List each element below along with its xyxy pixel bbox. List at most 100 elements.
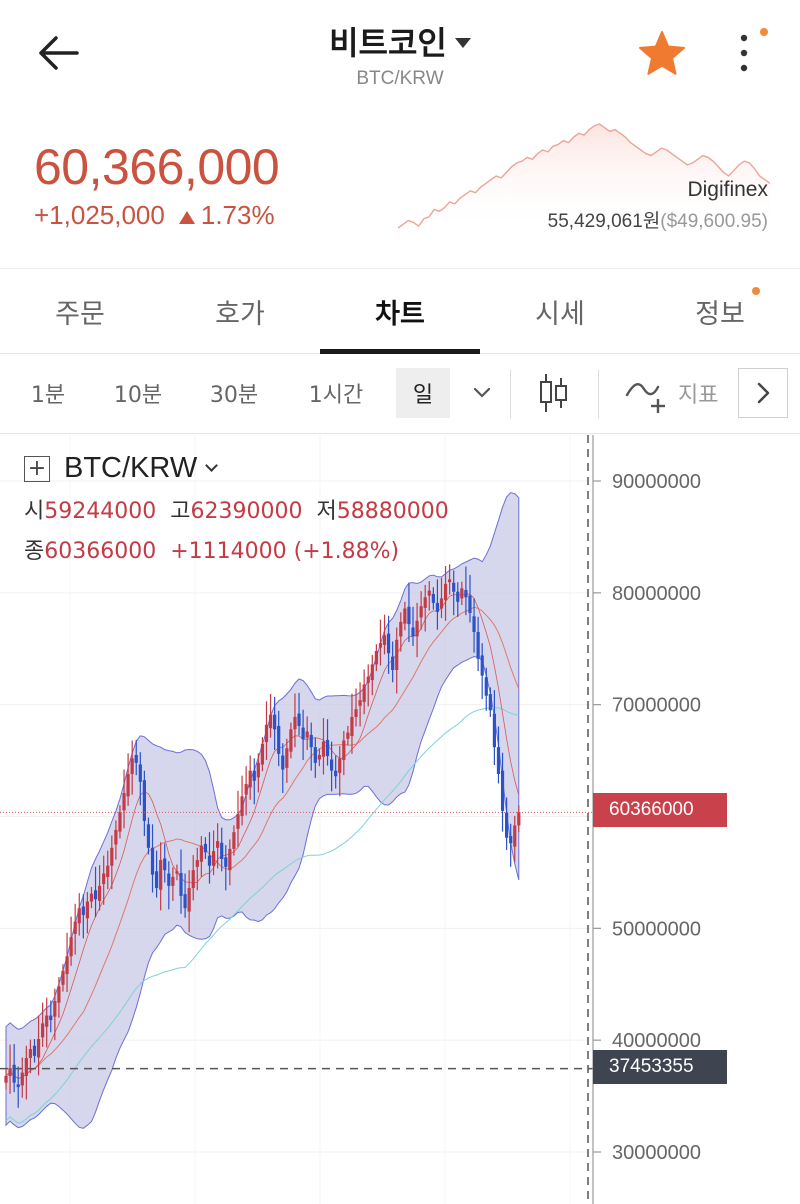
timeframe-day[interactable]: 일 bbox=[396, 368, 450, 418]
candle-body bbox=[102, 873, 106, 885]
y-tick-label: 80000000 bbox=[612, 583, 701, 605]
indicator-label: 지표 bbox=[678, 383, 719, 408]
candle-body bbox=[297, 713, 301, 726]
high-value: 62390000 bbox=[190, 499, 303, 524]
candle-body bbox=[93, 890, 98, 900]
candle-body bbox=[321, 741, 326, 757]
candle-body bbox=[236, 814, 240, 829]
ohlc-row-2: 종60366000 +1114000 (+1.88%) bbox=[24, 533, 449, 565]
candle-body bbox=[342, 740, 346, 761]
candle-body bbox=[106, 865, 110, 877]
chevron-down-icon bbox=[473, 387, 491, 398]
notification-dot bbox=[760, 28, 768, 36]
low-value: 58880000 bbox=[336, 499, 449, 524]
indicator-button[interactable]: 지표 bbox=[624, 368, 736, 418]
candle-body bbox=[513, 825, 517, 847]
candle-body bbox=[167, 873, 171, 886]
candle-body bbox=[509, 836, 513, 844]
candle-body bbox=[207, 855, 212, 866]
tab-label: 차트 bbox=[375, 298, 425, 330]
candle-body bbox=[41, 1023, 45, 1038]
candle-body bbox=[496, 747, 501, 775]
timeframe-dropdown[interactable] bbox=[462, 368, 502, 418]
candle-body bbox=[439, 598, 444, 609]
candle-body bbox=[366, 676, 370, 683]
candle-body bbox=[159, 860, 163, 890]
coin-selector[interactable]: 비트코인 bbox=[329, 18, 471, 64]
candle-body bbox=[277, 725, 281, 754]
candle-body bbox=[211, 851, 216, 866]
candle-body bbox=[85, 901, 89, 919]
timeframe-1min[interactable]: 1분 bbox=[30, 383, 66, 408]
favorite-button[interactable] bbox=[636, 28, 688, 80]
candle-body bbox=[118, 812, 122, 832]
candlestick-chart[interactable]: 9000000080000000700000006000000050000000… bbox=[0, 435, 800, 1204]
sparkline-line bbox=[398, 123, 770, 229]
candle-body bbox=[285, 748, 289, 768]
candle-body bbox=[456, 591, 460, 602]
top-app-bar: 비트코인 BTC/KRW bbox=[0, 0, 800, 110]
back-button[interactable] bbox=[30, 28, 86, 78]
chevron-down-icon bbox=[205, 459, 219, 472]
candle-body bbox=[517, 812, 521, 826]
candle-body bbox=[464, 590, 468, 598]
toolbar-divider bbox=[598, 370, 599, 418]
candle-body bbox=[183, 894, 187, 909]
candle-body bbox=[252, 770, 256, 781]
timeframe-10min[interactable]: 10분 bbox=[113, 383, 163, 408]
price-sparkline bbox=[398, 123, 770, 233]
candle-body bbox=[220, 842, 224, 859]
candle-body bbox=[313, 747, 317, 763]
tab-market-price[interactable]: 시세 bbox=[480, 269, 640, 353]
candle-body bbox=[65, 956, 69, 975]
candle-body bbox=[154, 871, 159, 889]
candle-body bbox=[4, 1075, 8, 1083]
tab-label: 주문 bbox=[55, 298, 105, 330]
candle-body bbox=[301, 727, 305, 740]
candle-body bbox=[98, 885, 102, 901]
candle-body bbox=[216, 841, 220, 848]
candle-body bbox=[228, 848, 232, 871]
candle-body bbox=[370, 664, 374, 681]
candle-body bbox=[20, 1072, 24, 1086]
candle-body bbox=[374, 650, 378, 665]
candle-body bbox=[69, 937, 73, 957]
candle-body bbox=[163, 858, 167, 871]
candle-body bbox=[484, 677, 488, 696]
expand-legend-button[interactable]: + bbox=[24, 455, 50, 482]
candle-body bbox=[448, 579, 452, 583]
tab-chart[interactable]: 차트 bbox=[320, 269, 480, 354]
symbol-selector[interactable]: BTC/KRW bbox=[64, 452, 219, 485]
candle-body bbox=[419, 606, 423, 618]
candle-body bbox=[142, 780, 146, 821]
candle-body bbox=[16, 1084, 20, 1088]
y-tick-label: 30000000 bbox=[612, 1142, 701, 1164]
open-value: 59244000 bbox=[44, 499, 157, 524]
chart-type-button[interactable] bbox=[530, 368, 576, 418]
candle-body bbox=[248, 770, 252, 788]
candle-body bbox=[500, 770, 505, 811]
candle-body bbox=[77, 908, 81, 924]
candle-body bbox=[391, 656, 395, 670]
candles bbox=[4, 564, 521, 1108]
more-vertical-icon bbox=[740, 34, 748, 72]
candle-body bbox=[244, 784, 248, 795]
candle-body bbox=[126, 774, 130, 797]
candle-body bbox=[12, 1064, 16, 1083]
timeframe-1hour[interactable]: 1시간 bbox=[308, 383, 364, 408]
candle-body bbox=[411, 627, 415, 637]
toolbar-scroll-next-button[interactable] bbox=[738, 368, 788, 418]
tab-info[interactable]: 정보 bbox=[640, 269, 800, 353]
tab-label: 호가 bbox=[215, 298, 265, 330]
candle-body bbox=[293, 716, 297, 730]
exchange-price-krw: 55,429,061원 bbox=[547, 211, 661, 232]
timeframe-30min[interactable]: 30분 bbox=[209, 383, 259, 408]
candle-body bbox=[452, 582, 456, 592]
legend-symbol: BTC/KRW bbox=[64, 452, 198, 484]
tab-orderbook[interactable]: 호가 bbox=[160, 269, 320, 353]
candle-body bbox=[480, 655, 484, 676]
market-pair: BTC/KRW bbox=[356, 68, 444, 89]
more-options-button[interactable] bbox=[728, 26, 760, 80]
ohlc-row-1: 시59244000 고62390000 저58880000 bbox=[24, 493, 449, 525]
tab-order[interactable]: 주문 bbox=[0, 269, 160, 353]
